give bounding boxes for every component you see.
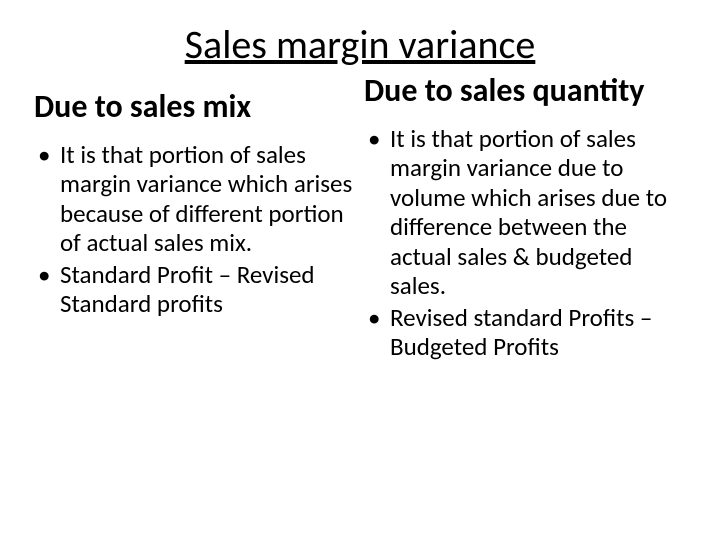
- right-column: Due to sales quantity It is that portion…: [360, 73, 690, 364]
- left-column: Due to sales mix It is that portion of s…: [30, 73, 360, 364]
- right-subheading: Due to sales quantity: [364, 73, 686, 110]
- list-item: Revised standard Profits – Budgeted Prof…: [364, 303, 686, 362]
- left-subheading: Due to sales mix: [34, 73, 356, 126]
- slide: Sales margin variance Due to sales mix I…: [0, 0, 720, 540]
- left-bullet-list: It is that portion of sales margin varia…: [34, 140, 356, 319]
- list-item: Standard Profit – Revised Standard profi…: [34, 260, 356, 319]
- list-item: It is that portion of sales margin varia…: [34, 140, 356, 258]
- list-item: It is that portion of sales margin varia…: [364, 124, 686, 301]
- columns-container: Due to sales mix It is that portion of s…: [30, 73, 690, 364]
- right-bullet-list: It is that portion of sales margin varia…: [364, 124, 686, 362]
- slide-title: Sales margin variance: [30, 20, 690, 69]
